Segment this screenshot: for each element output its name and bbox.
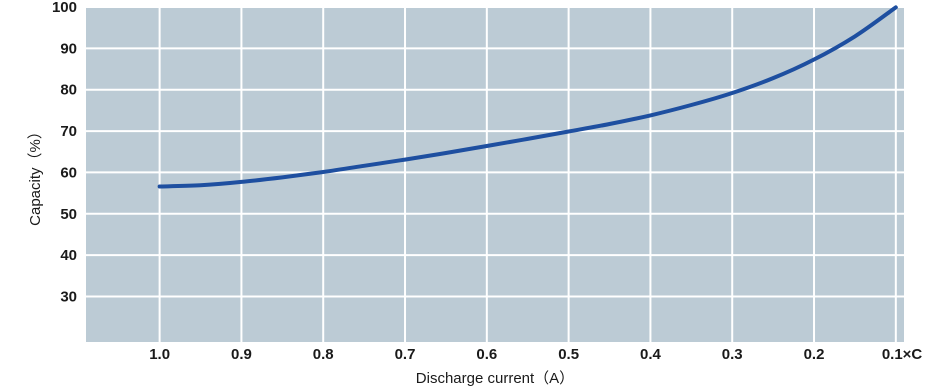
- gridlines: [86, 6, 904, 342]
- x-tick-label: 0.2: [804, 346, 825, 363]
- y-tick-label: 40: [60, 247, 77, 264]
- y-axis-label: Capacity（%）: [27, 124, 44, 226]
- y-tick-label: 50: [60, 206, 77, 223]
- x-tick-label: 1.0: [149, 346, 170, 363]
- x-tick-label: 0.1×C: [882, 346, 923, 363]
- x-tick-label: 0.5: [558, 346, 579, 363]
- x-tick-label: 0.3: [722, 346, 743, 363]
- x-axis-label: Discharge current（A）: [416, 370, 574, 387]
- x-tick-label: 0.8: [313, 346, 334, 363]
- x-tick-label: 0.9: [231, 346, 252, 363]
- x-axis-ticks: 1.0 0.9 0.8 0.7 0.6 0.5 0.4 0.3 0.2 0.1×C: [149, 346, 922, 363]
- y-tick-label: 60: [60, 164, 77, 181]
- capacity-curve: [157, 5, 898, 189]
- x-tick-label: 0.7: [395, 346, 416, 363]
- y-tick-label: 80: [60, 82, 77, 99]
- x-tick-label: 0.6: [476, 346, 497, 363]
- y-tick-label: 70: [60, 123, 77, 140]
- y-tick-label: 30: [60, 289, 77, 306]
- plot-area: [86, 7, 904, 342]
- x-tick-label: 0.4: [640, 346, 662, 363]
- y-tick-label: 100: [52, 0, 77, 16]
- y-axis-ticks: 30 40 50 60 70 80 90 100: [52, 0, 77, 306]
- y-tick-label: 90: [60, 40, 77, 57]
